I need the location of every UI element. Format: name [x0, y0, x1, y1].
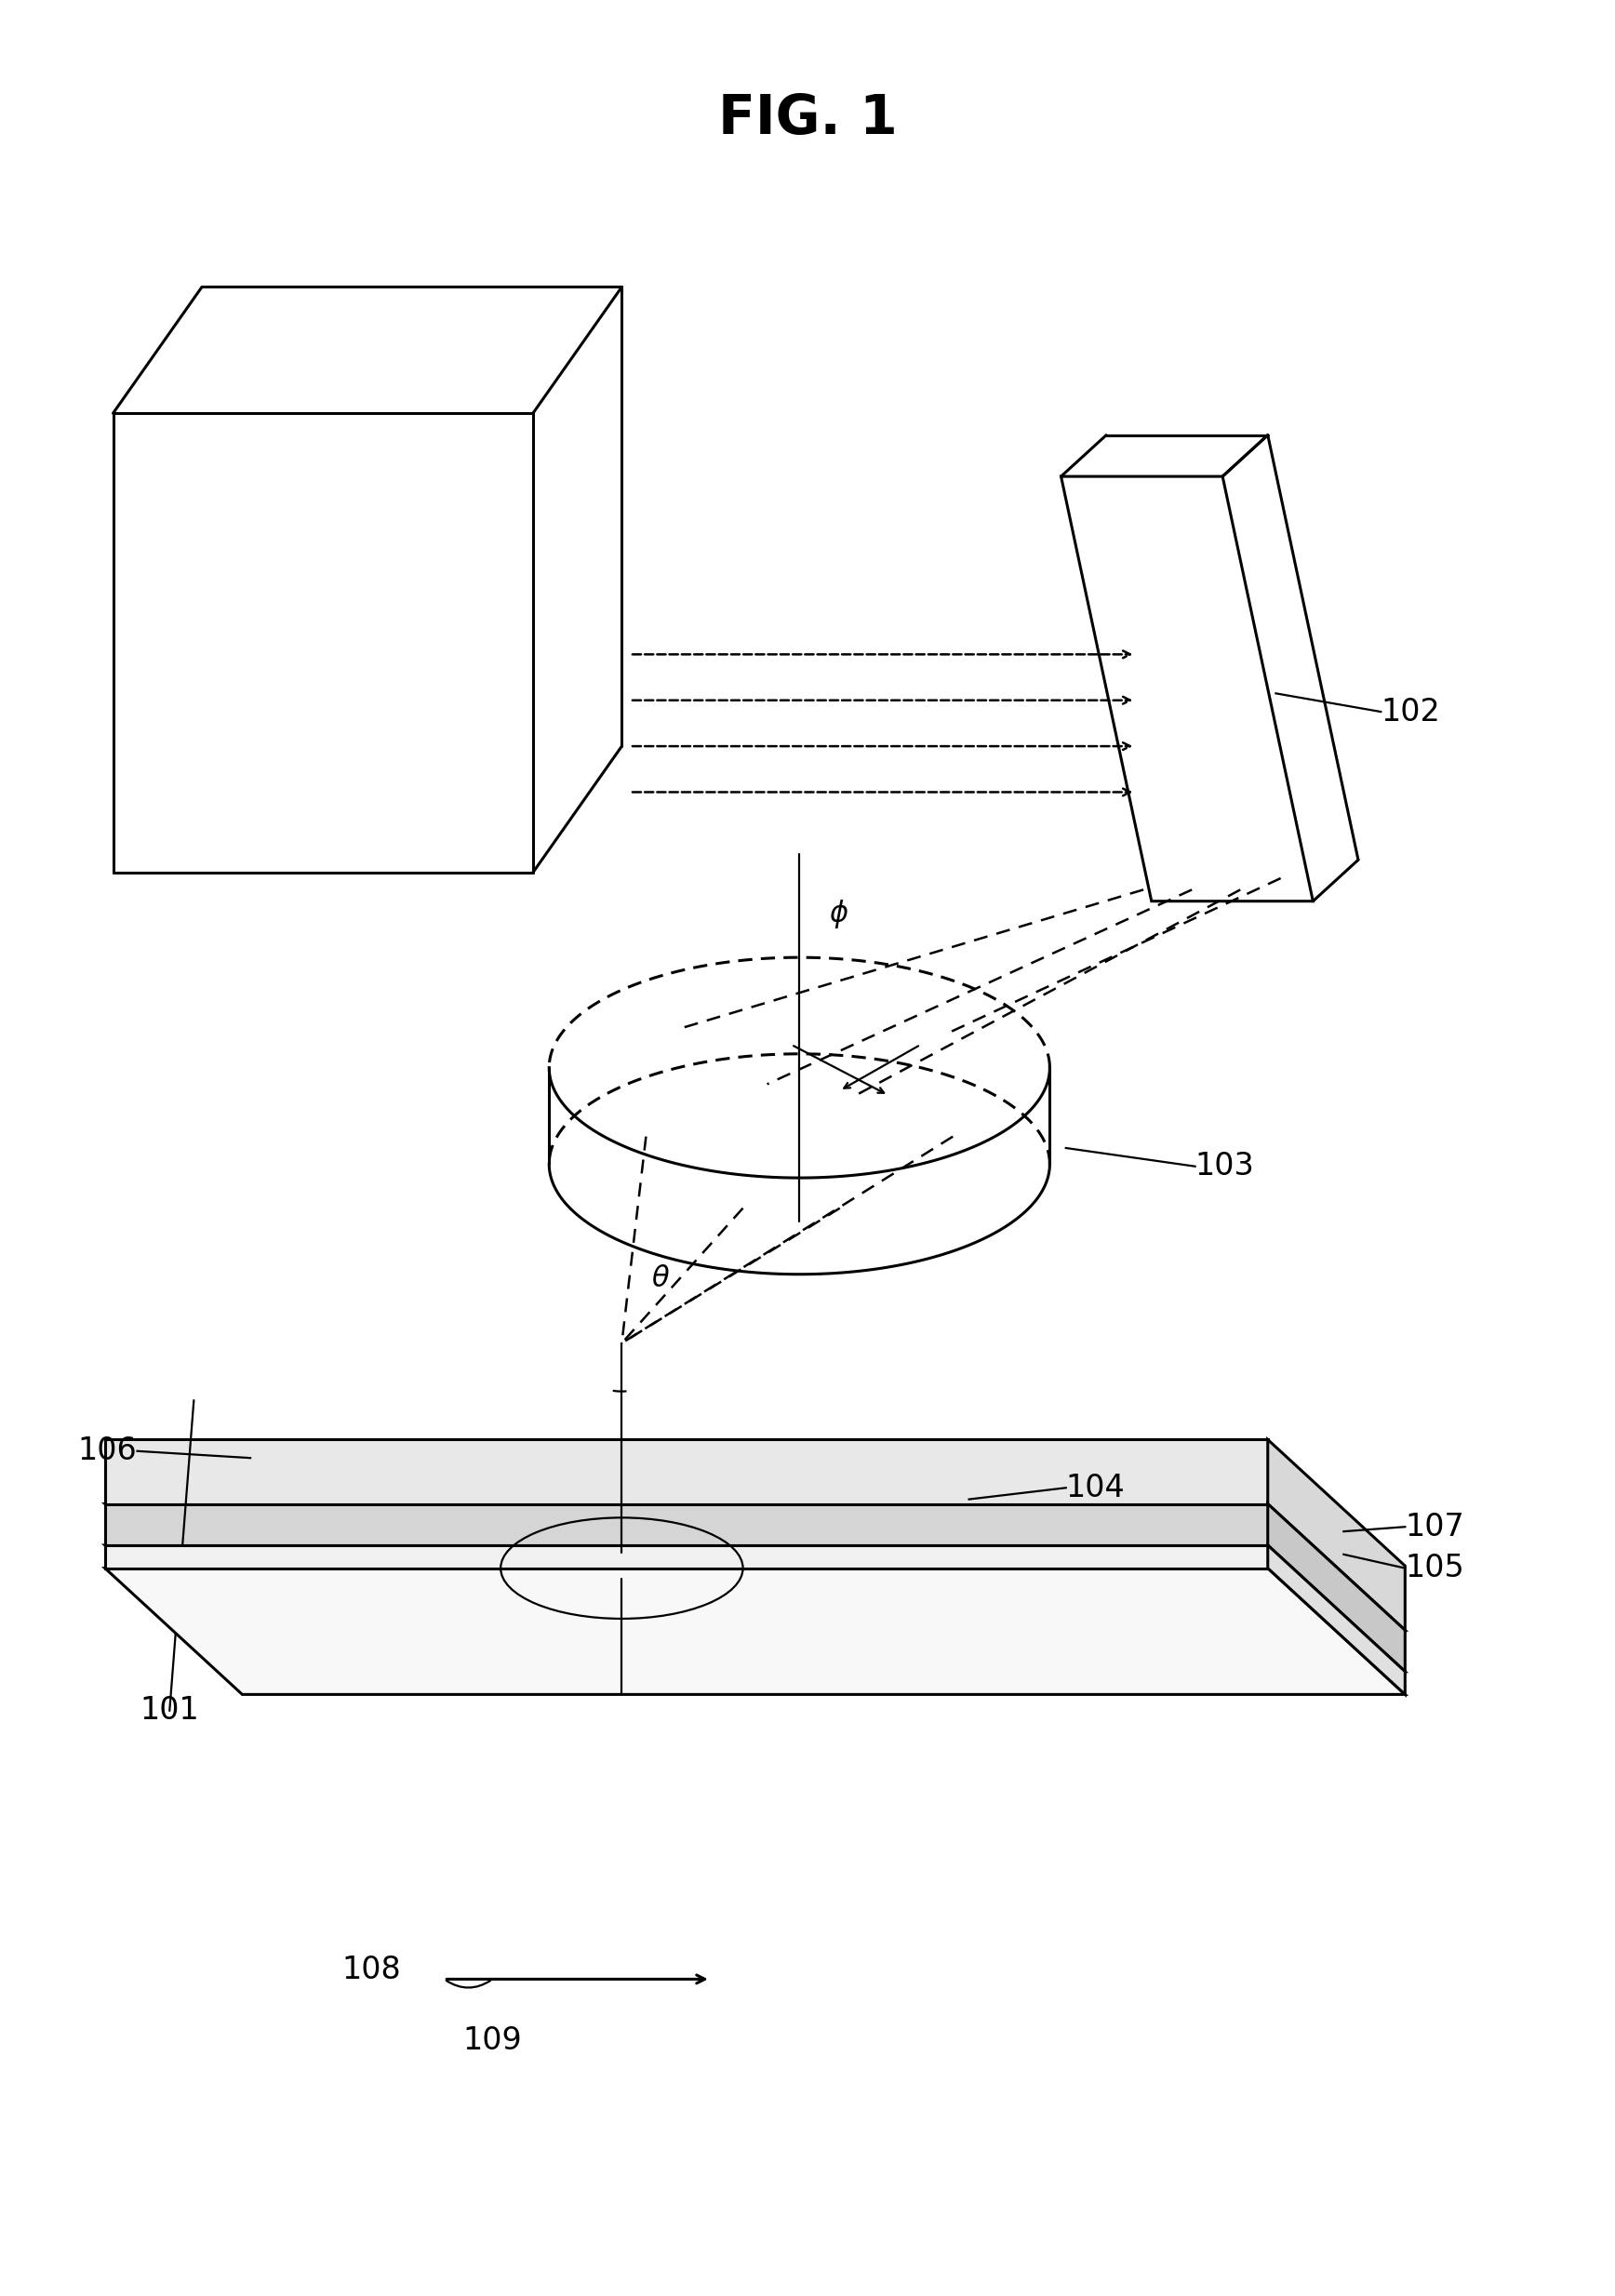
- Text: 101: 101: [141, 1694, 199, 1727]
- Text: 108: 108: [341, 1954, 401, 1986]
- Polygon shape: [105, 1545, 1405, 1671]
- Text: 102: 102: [1381, 696, 1441, 728]
- Polygon shape: [105, 1440, 1268, 1504]
- Text: 104: 104: [1066, 1472, 1126, 1504]
- Text: 106: 106: [78, 1435, 137, 1467]
- Text: $\phi$: $\phi$: [828, 898, 848, 930]
- Polygon shape: [105, 1504, 1405, 1630]
- Polygon shape: [1268, 1440, 1405, 1630]
- Polygon shape: [1268, 1545, 1405, 1694]
- Text: 109: 109: [464, 2025, 522, 2055]
- Text: 107: 107: [1405, 1511, 1465, 1543]
- Polygon shape: [105, 1568, 1405, 1694]
- Polygon shape: [105, 1545, 1268, 1568]
- Text: 105: 105: [1405, 1552, 1465, 1584]
- Text: FIG. 1: FIG. 1: [717, 92, 898, 145]
- Polygon shape: [105, 1504, 1268, 1545]
- Text: $\theta$: $\theta$: [651, 1265, 670, 1293]
- Text: 103: 103: [1195, 1150, 1255, 1182]
- Polygon shape: [1268, 1504, 1405, 1671]
